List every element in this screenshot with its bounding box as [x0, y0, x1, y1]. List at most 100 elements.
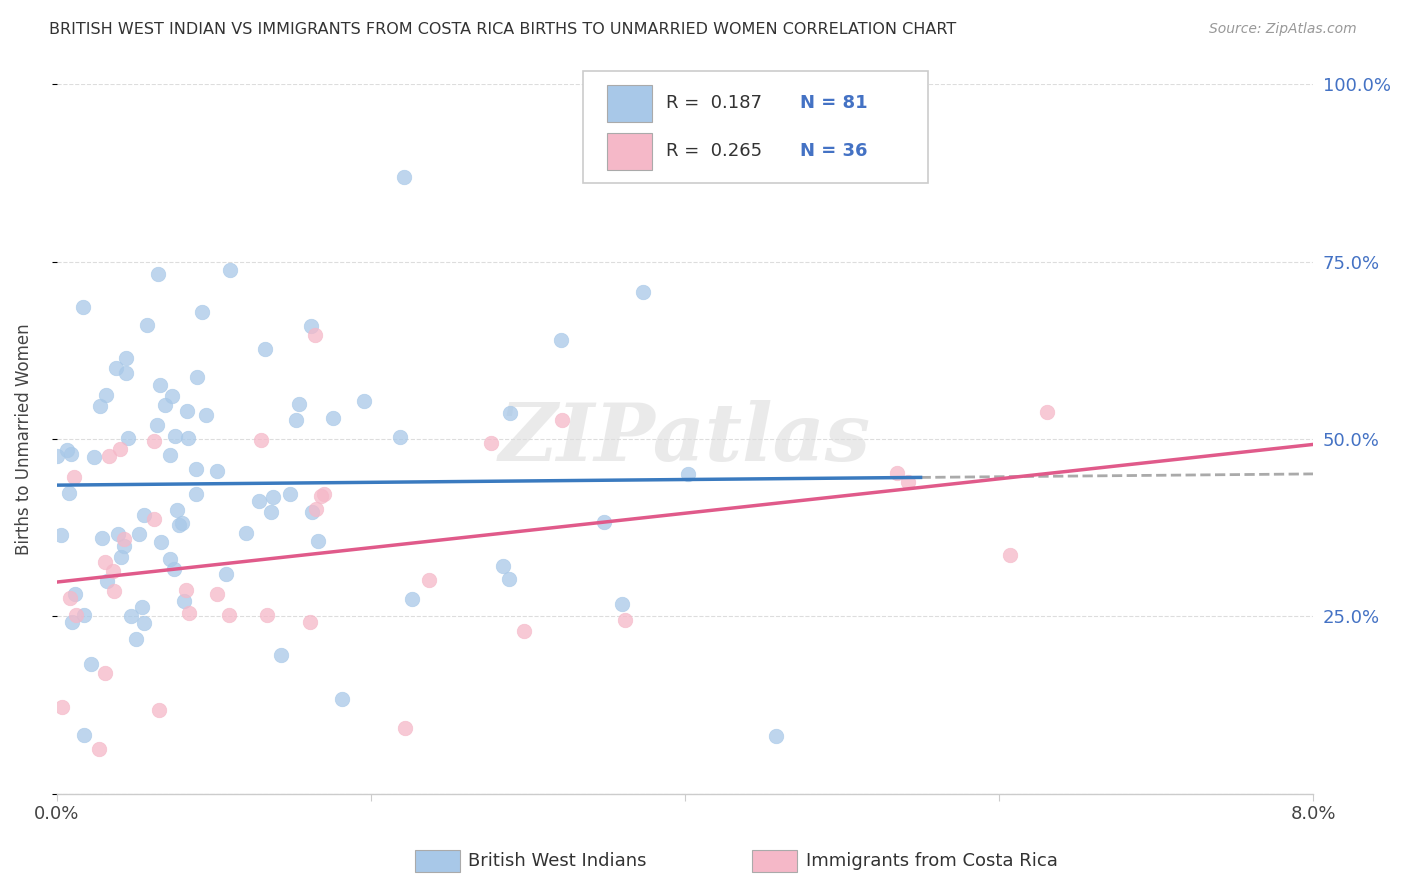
Point	[45, 449, 67, 463]
Point	[120, 609, 142, 624]
Point	[897, 475, 920, 490]
Point	[205, 587, 228, 601]
Point	[394, 721, 416, 735]
Point	[162, 389, 184, 403]
Point	[330, 692, 353, 706]
Y-axis label: Births to Unmarried Women: Births to Unmarried Women	[15, 323, 32, 555]
Point	[301, 505, 323, 519]
Point	[166, 503, 188, 517]
Point	[107, 527, 129, 541]
Point	[115, 351, 138, 365]
Point	[247, 493, 270, 508]
Point	[159, 448, 181, 462]
Point	[170, 516, 193, 530]
Point	[550, 334, 572, 348]
Point	[51, 700, 73, 714]
Text: N = 81: N = 81	[800, 95, 868, 112]
Point	[150, 535, 173, 549]
Point	[235, 526, 257, 541]
Point	[765, 729, 787, 743]
Point	[886, 466, 908, 480]
Point	[149, 378, 172, 392]
Point	[148, 703, 170, 717]
Point	[314, 487, 336, 501]
Point	[72, 728, 94, 742]
Point	[195, 408, 218, 422]
Point	[176, 404, 198, 418]
Point	[110, 550, 132, 565]
Point	[498, 572, 520, 586]
Text: Source: ZipAtlas.com: Source: ZipAtlas.com	[1209, 22, 1357, 37]
Text: R =  0.187: R = 0.187	[666, 95, 762, 112]
Point	[128, 527, 150, 541]
Point	[299, 615, 322, 629]
Point	[998, 549, 1021, 563]
Point	[1036, 404, 1059, 418]
Point	[165, 429, 187, 443]
Point	[513, 624, 536, 638]
Point	[103, 584, 125, 599]
Point	[481, 435, 503, 450]
Point	[132, 615, 155, 630]
Point	[155, 398, 177, 412]
Text: Immigrants from Costa Rica: Immigrants from Costa Rica	[806, 852, 1057, 871]
Point	[256, 607, 278, 622]
Point	[98, 449, 121, 463]
Point	[678, 467, 700, 482]
Point	[179, 606, 201, 620]
Point	[103, 565, 125, 579]
Point	[59, 591, 82, 605]
Point	[125, 632, 148, 646]
Point	[307, 534, 329, 549]
Point	[191, 305, 214, 319]
Point	[72, 300, 94, 314]
Point	[299, 318, 322, 333]
Point	[56, 442, 79, 457]
Point	[631, 285, 654, 300]
Point	[270, 648, 292, 663]
Point	[94, 388, 117, 402]
Point	[592, 515, 614, 529]
Point	[117, 431, 139, 445]
Point	[83, 450, 105, 464]
Point	[388, 430, 411, 444]
Point	[218, 608, 240, 623]
Point	[173, 594, 195, 608]
Text: BRITISH WEST INDIAN VS IMMIGRANTS FROM COSTA RICA BIRTHS TO UNMARRIED WOMEN CORR: BRITISH WEST INDIAN VS IMMIGRANTS FROM C…	[49, 22, 956, 37]
Point	[610, 597, 633, 611]
Point	[174, 583, 197, 598]
Point	[62, 470, 84, 484]
Point	[73, 607, 96, 622]
Text: R =  0.265: R = 0.265	[666, 143, 762, 161]
Point	[176, 431, 198, 445]
Point	[93, 555, 115, 569]
Point	[551, 413, 574, 427]
Point	[108, 442, 131, 456]
Point	[215, 566, 238, 581]
Point	[163, 562, 186, 576]
Point	[260, 505, 283, 519]
Point	[96, 574, 118, 589]
Point	[353, 393, 375, 408]
Point	[51, 528, 73, 542]
Point	[90, 531, 112, 545]
Point	[134, 508, 156, 522]
Text: N = 36: N = 36	[800, 143, 868, 161]
Point	[104, 361, 127, 376]
Point	[146, 267, 169, 281]
Point	[65, 608, 87, 623]
Point	[112, 533, 135, 547]
Text: British West Indians: British West Indians	[468, 852, 647, 871]
Point	[59, 447, 82, 461]
Point	[115, 366, 138, 380]
Text: ZIPatlas: ZIPatlas	[499, 401, 870, 478]
Point	[186, 461, 208, 475]
Point	[143, 512, 166, 526]
Point	[322, 411, 344, 425]
Point	[80, 657, 103, 671]
Point	[142, 434, 165, 448]
Point	[159, 552, 181, 566]
Point	[278, 486, 301, 500]
Point	[498, 406, 520, 420]
Point	[136, 318, 159, 332]
